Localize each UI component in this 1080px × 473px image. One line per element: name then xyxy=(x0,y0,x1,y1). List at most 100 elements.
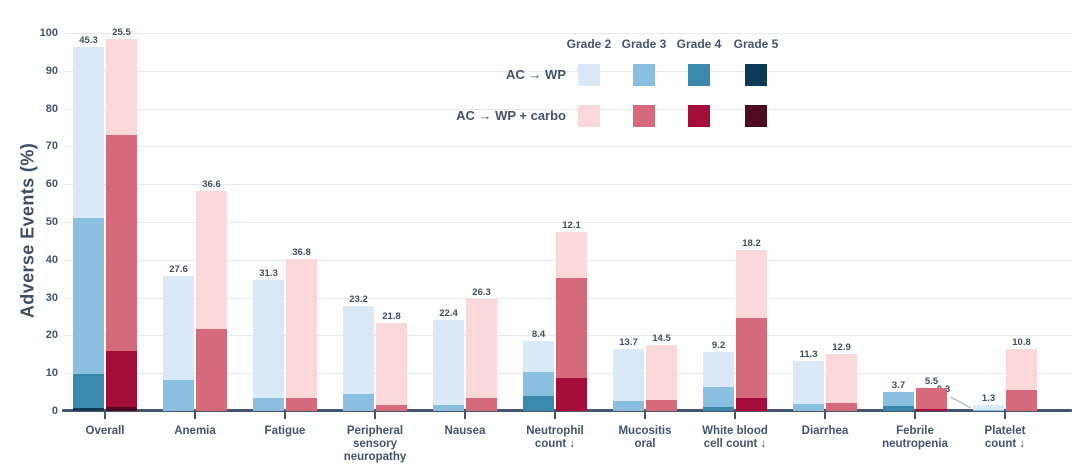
bar-wp-grade2 xyxy=(163,275,194,380)
value-label: 25.5 xyxy=(112,27,131,39)
bar-carbo-grade3 xyxy=(556,277,587,379)
category-label: Platelet count ↓ xyxy=(984,425,1026,450)
gridline xyxy=(64,146,1072,148)
legend-swatch-carbo-grade4 xyxy=(688,105,710,127)
y-tick-label: 70 xyxy=(45,140,58,153)
bar-wp-grade3 xyxy=(613,401,644,411)
bar-carbo-grade3 xyxy=(286,398,317,411)
legend-series-label-carbo: AC → WP + carbo xyxy=(456,108,566,123)
bar-wp-grade3 xyxy=(883,392,914,407)
category-label: Fatigue xyxy=(264,425,306,437)
value-label: 12.1 xyxy=(562,219,581,231)
bar-carbo-grade2 xyxy=(466,298,497,399)
bar-carbo-grade3 xyxy=(466,398,497,411)
x-tick xyxy=(464,412,466,419)
category-label: Peripheral sensory neuropathy xyxy=(343,425,407,463)
gridline xyxy=(64,184,1072,186)
bar-wp-grade2 xyxy=(343,306,374,394)
value-label: 1.3 xyxy=(981,392,996,404)
bar-wp-grade3 xyxy=(253,398,284,411)
value-label: 9.2 xyxy=(711,340,726,352)
category-label: White blood cell count ↓ xyxy=(702,425,768,450)
bar-wp-grade4 xyxy=(73,374,104,408)
bar-carbo-grade2 xyxy=(826,354,857,404)
legend-grade-5-label: Grade 5 xyxy=(733,37,779,51)
value-label: 36.8 xyxy=(292,247,311,259)
gridline xyxy=(64,222,1072,223)
y-tick-label: 20 xyxy=(45,329,58,342)
x-tick xyxy=(104,412,106,419)
legend-swatch-carbo-grade5 xyxy=(745,105,767,127)
legend-swatch-carbo-grade3 xyxy=(633,105,655,127)
bar-wp-grade3 xyxy=(973,409,1004,411)
gridline xyxy=(64,108,1072,110)
category-label: Overall xyxy=(85,425,125,437)
bar-wp-grade3 xyxy=(433,404,464,411)
bar-wp-grade4 xyxy=(883,406,914,411)
bar-carbo-grade3 xyxy=(916,388,947,410)
bar-wp-grade2 xyxy=(433,320,464,405)
bar-carbo-grade2 xyxy=(1006,349,1037,391)
bar-carbo-grade2 xyxy=(376,322,407,405)
value-label: 21.8 xyxy=(382,310,401,322)
gridline xyxy=(64,33,1072,34)
value-label: 31.3 xyxy=(259,267,278,279)
value-label: 27.6 xyxy=(169,263,188,275)
y-tick-label: 30 xyxy=(45,291,58,304)
bar-carbo-grade3 xyxy=(376,404,407,411)
y-tick-label: 90 xyxy=(45,64,58,77)
x-tick xyxy=(914,412,916,419)
bar-wp-grade3 xyxy=(793,404,824,411)
bar-wp-grade4 xyxy=(703,406,734,411)
bar-wp-grade2 xyxy=(523,340,554,373)
category-label: Febrile neutropenia xyxy=(882,425,948,450)
legend-swatch-wp-grade4 xyxy=(688,64,710,86)
y-tick-label: 0 xyxy=(51,405,58,417)
category-label: Diarrhea xyxy=(801,425,849,437)
legend-swatch-carbo-grade2 xyxy=(578,105,600,127)
value-label: 12.9 xyxy=(832,342,851,354)
bar-wp-grade3 xyxy=(523,372,554,397)
x-tick xyxy=(284,412,286,419)
bar-carbo-grade4 xyxy=(916,409,947,411)
x-tick xyxy=(1004,412,1006,419)
y-tick-label: 80 xyxy=(45,102,58,115)
value-label: 10.8 xyxy=(1012,337,1031,349)
y-tick-label: 100 xyxy=(39,27,58,39)
value-label: 14.5 xyxy=(652,333,671,345)
gridline xyxy=(64,70,1072,72)
bar-wp-grade2 xyxy=(973,404,1004,410)
bar-carbo-grade4 xyxy=(106,351,137,407)
value-label: 22.4 xyxy=(439,308,458,320)
legend-swatch-wp-grade5 xyxy=(745,64,767,86)
value-label: 23.2 xyxy=(349,294,368,306)
bar-wp-grade2 xyxy=(703,352,734,387)
bar-carbo-grade2 xyxy=(286,259,317,399)
legend-grade-3-label: Grade 3 xyxy=(621,37,667,51)
x-tick xyxy=(554,412,556,419)
bar-carbo-grade3 xyxy=(106,135,137,352)
x-tick xyxy=(644,412,646,419)
value-label: 11.3 xyxy=(799,349,818,361)
value-label: 13.7 xyxy=(619,337,638,349)
bar-wp-grade2 xyxy=(793,361,824,405)
bar-wp-grade4 xyxy=(523,396,554,411)
bar-carbo-grade3 xyxy=(736,318,767,399)
x-tick xyxy=(374,412,376,419)
bar-carbo-grade2 xyxy=(646,345,677,401)
x-tick xyxy=(824,412,826,419)
y-tick-label: 60 xyxy=(45,178,58,191)
bar-carbo-grade2 xyxy=(556,231,587,278)
bar-carbo-grade3 xyxy=(1006,390,1037,411)
value-label: 18.2 xyxy=(742,237,761,249)
bar-wp-grade2 xyxy=(73,46,104,219)
x-tick xyxy=(734,412,736,419)
y-tick-label: 50 xyxy=(45,216,58,228)
value-label: 3.7 xyxy=(891,380,906,392)
bar-wp-grade5 xyxy=(73,407,104,411)
bar-wp-grade2 xyxy=(253,279,284,399)
bar-carbo-grade3 xyxy=(646,400,677,411)
legend-swatch-wp-grade2 xyxy=(578,64,600,86)
bar-carbo-grade2 xyxy=(736,249,767,319)
